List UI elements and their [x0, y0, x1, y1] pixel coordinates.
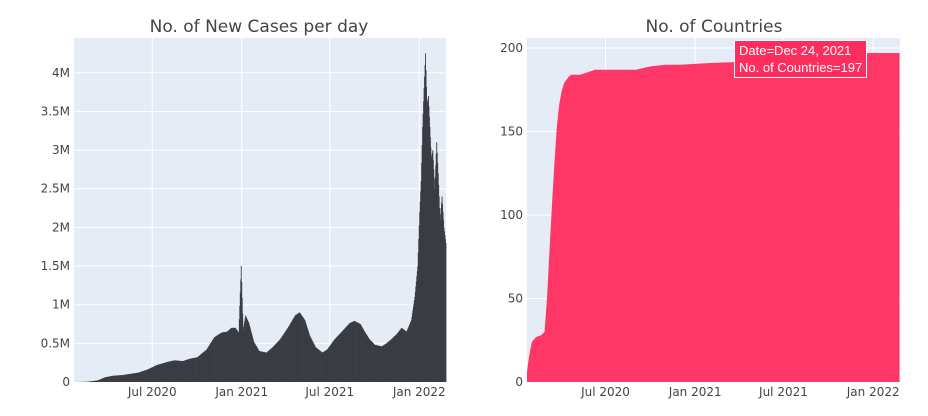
cases-y-tick-label: 0 [62, 375, 70, 389]
countries-y-tick-label: 50 [508, 292, 523, 306]
cases-y-tick-label: 3.5M [41, 104, 70, 118]
cases-y-tick-label: 0.5M [41, 336, 70, 350]
countries-y-tick-label: 150 [500, 125, 523, 139]
countries-chart-title: No. of Countries [646, 17, 783, 37]
cases-bar [446, 243, 447, 382]
countries-hover-label: Date=Dec 24, 2021 No. of Countries=197 [734, 40, 867, 78]
hover-count-text: No. of Countries=197 [739, 59, 862, 76]
countries-y-tick-label: 100 [500, 208, 523, 222]
cases-x-tick-label: Jan 2022 [392, 385, 446, 399]
cases-y-tick-label: 3M [52, 143, 70, 157]
countries-x-tick-label: Jul 2021 [758, 385, 808, 399]
cases-y-tick-label: 2M [52, 220, 70, 234]
new-cases-chart[interactable]: 0 0.5M 1M 1.5M 2M 2.5M 3M 3.5M 4M Jul 2020 Jan 202… [0, 0, 470, 412]
cases-y-tick-label: 2.5M [41, 182, 70, 196]
new-cases-chart-title: No. of New Cases per day [150, 17, 369, 37]
countries-x-tick-label: Jan 2022 [846, 385, 900, 399]
cases-plot-area [74, 38, 446, 382]
hover-date-text: Date=Dec 24, 2021 [739, 42, 862, 59]
cases-y-tick-label: 1.5M [41, 259, 70, 273]
countries-area [527, 53, 900, 382]
cases-x-tick-label: Jul 2021 [304, 385, 354, 399]
countries-chart-panel: No. of Countries 0 50 100 150 200 Jul 2020 Jan… [470, 0, 928, 412]
new-cases-chart-panel: No. of New Cases per day 0 0.5M 1M 1.5M 2M 2.… [0, 0, 470, 412]
countries-x-tick-label: Jul 2020 [580, 385, 630, 399]
cases-y-tick-label: 4M [52, 66, 70, 80]
cases-x-tick-label: Jan 2021 [214, 385, 268, 399]
countries-x-tick-label: Jan 2021 [668, 385, 722, 399]
cases-y-tick-label: 1M [52, 298, 70, 312]
countries-y-tick-label: 0 [515, 375, 523, 389]
countries-y-tick-label: 200 [500, 41, 523, 55]
cases-x-tick-label: Jul 2020 [127, 385, 177, 399]
